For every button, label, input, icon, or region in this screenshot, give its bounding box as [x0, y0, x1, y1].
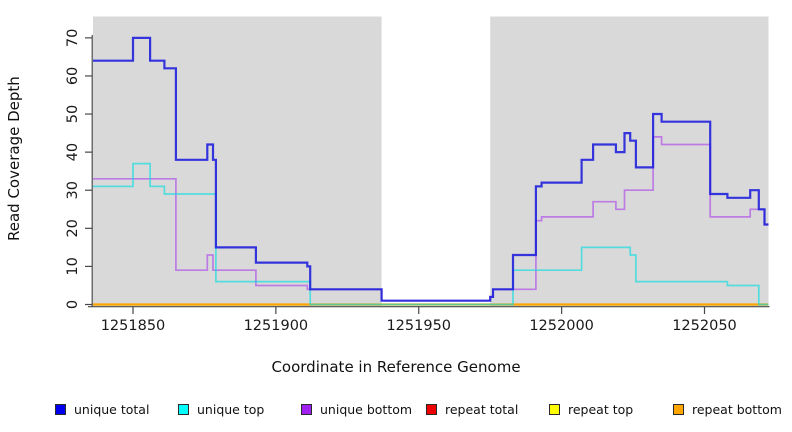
repeat-bottom-swatch [673, 403, 684, 415]
legend: unique total unique top unique bottom repea… [0, 401, 792, 421]
legend-label: unique bottom [320, 401, 413, 417]
x-tick-label: 1252000 [529, 318, 594, 334]
y-tick-label: 40 [65, 143, 81, 161]
legend-item-unique-bottom: unique bottom [301, 401, 412, 417]
unique-bottom-swatch [301, 403, 312, 415]
unique-total-swatch [55, 403, 66, 415]
legend-label: repeat top [568, 401, 634, 417]
masked-region [381, 15, 491, 307]
y-tick-label: 30 [65, 181, 81, 199]
unique-top-swatch [178, 403, 189, 415]
legend-item-repeat-total: repeat total [426, 401, 518, 417]
y-tick-label: 20 [65, 219, 81, 237]
legend-item-repeat-bottom: repeat bottom [673, 401, 782, 417]
legend-item-repeat-top: repeat top [549, 401, 633, 417]
y-tick-label: 10 [65, 257, 81, 275]
series-unique-total [93, 36, 769, 302]
repeat-total-swatch [426, 403, 437, 415]
y-tick-label: 70 [65, 29, 81, 47]
legend-label: unique total [74, 401, 150, 417]
legend-label: unique top [197, 401, 265, 417]
legend-label: repeat bottom [692, 401, 782, 417]
legend-item-unique-top: unique top [178, 401, 264, 417]
y-tick-label: 50 [65, 105, 81, 123]
x-tick-label: 1252050 [672, 318, 737, 334]
y-tick-label: 0 [65, 300, 81, 309]
legend-item-unique-total: unique total [55, 401, 149, 417]
x-tick-label: 1251900 [244, 318, 309, 334]
y-tick-label: 60 [65, 67, 81, 85]
x-axis-title: Coordinate in Reference Genome [271, 358, 521, 376]
legend-label: repeat total [445, 401, 519, 417]
x-tick-label: 1251850 [101, 318, 166, 334]
series-unique-bottom [93, 136, 769, 302]
repeat-top-swatch [549, 403, 560, 415]
x-tick-label: 1251950 [386, 318, 451, 334]
y-axis-title: Read Coverage Depth [5, 76, 23, 241]
